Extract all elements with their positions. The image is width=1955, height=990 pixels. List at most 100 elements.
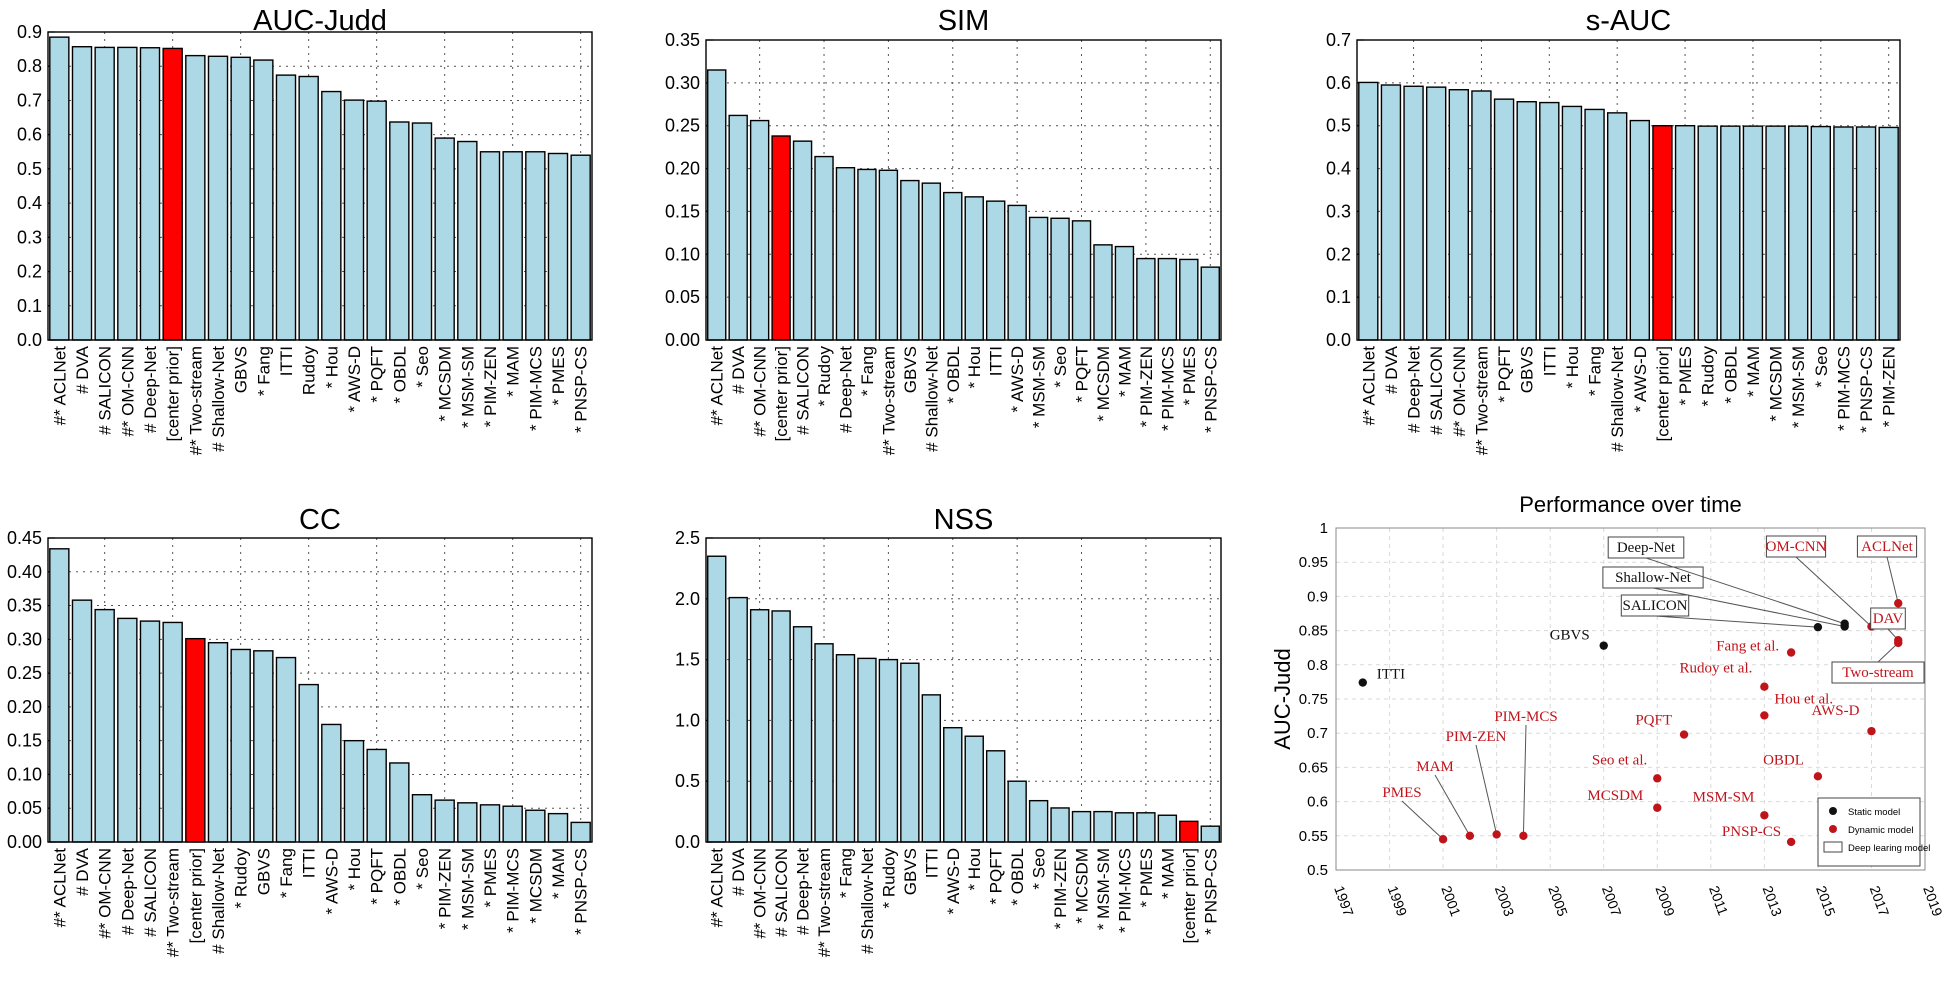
- category-label: * Hou: [322, 346, 341, 389]
- y-tick-label: 0.1: [1326, 287, 1351, 307]
- category-label: #* Two-stream: [879, 346, 898, 455]
- bar: [321, 723, 342, 843]
- category-label: # Shallow-Net: [922, 346, 941, 452]
- category-label: * Hou: [345, 848, 364, 891]
- bar: [1200, 825, 1220, 843]
- bar: [1114, 812, 1135, 843]
- bar: [117, 617, 138, 843]
- y-tick-label: 0.05: [7, 798, 42, 818]
- bar: [185, 637, 206, 843]
- category-label: [center prior]: [772, 346, 791, 441]
- point-label: ACLNet: [1861, 539, 1913, 555]
- y-tick-label: 0.0: [1326, 330, 1351, 350]
- y-tick-label: 0.65: [1299, 759, 1328, 776]
- label-leader-line: [1401, 800, 1444, 840]
- x-tick-label: 2017: [1867, 884, 1893, 919]
- bar: [117, 46, 138, 341]
- bar: [366, 748, 387, 843]
- category-label: * OBDL: [944, 346, 963, 404]
- bar: [1561, 105, 1583, 341]
- category-label: * AWS-D: [944, 848, 963, 914]
- bar: [1448, 89, 1470, 341]
- y-tick-label: 0.00: [7, 832, 42, 852]
- bar: [1584, 108, 1605, 341]
- legend-marker-box: [1823, 841, 1843, 853]
- y-tick-label: 2.5: [675, 528, 700, 548]
- category-label: #* OM-CNN: [96, 848, 115, 939]
- point-label: Rudoy et al.: [1679, 661, 1752, 677]
- category-label: # DVA: [73, 345, 92, 394]
- y-tick-label: 0.20: [665, 159, 700, 179]
- point-label: Deep-Net: [1617, 540, 1676, 556]
- category-label: ITTI: [300, 848, 319, 878]
- y-tick-label: 0.6: [17, 125, 42, 145]
- category-label: * Fang: [836, 848, 855, 898]
- y-tick-label: 0.15: [665, 201, 700, 221]
- category-label: * OBDL: [1721, 346, 1740, 404]
- category-label: * PIM-ZEN: [1137, 346, 1156, 427]
- category-label: #* OM-CNN: [1450, 346, 1469, 437]
- y-tick-label: 0.40: [7, 562, 42, 582]
- category-label: * Seo: [1030, 848, 1049, 890]
- data-point: [1519, 831, 1528, 840]
- bar: [162, 47, 183, 341]
- y-tick-label: 1.0: [675, 710, 700, 730]
- chart-cc: CC 0.00 0.05 0.10 0.15 0.20 0.25 0.30 0.35 0.40 0.…: [7, 504, 593, 957]
- category-label: * PMES: [1180, 346, 1199, 406]
- bar: [411, 122, 433, 341]
- category-label: * PIM-ZEN: [481, 346, 500, 427]
- category-label: * PQFT: [1495, 346, 1514, 403]
- point-label: AWS-D: [1811, 703, 1859, 719]
- y-tick-label: 0.75: [1299, 691, 1328, 708]
- bar: [1493, 98, 1515, 341]
- category-label: * MSM-SM: [458, 346, 477, 428]
- category-label: # Deep-Net: [836, 346, 855, 433]
- category-label: # SALICON: [794, 346, 813, 435]
- x-tick-label: 2009: [1652, 884, 1678, 919]
- data-point: [1599, 641, 1608, 650]
- category-label: GBVS: [901, 848, 920, 895]
- plot-frame: [1335, 527, 1926, 871]
- plot-frame: [47, 537, 593, 843]
- chart-title: s-AUC: [1586, 5, 1671, 37]
- data-point: [1653, 774, 1662, 783]
- y-tick-label: 0.15: [7, 731, 42, 751]
- legend-label: Static model: [1848, 807, 1900, 818]
- chart-performance-over-time: Performance over time AUC-Judd 1997 1999 200…: [1270, 492, 1946, 918]
- data-point: [1813, 622, 1823, 632]
- category-label: * PNSP-CS: [572, 848, 591, 935]
- data-point: [1786, 837, 1796, 847]
- category-label: #* ACLNet: [708, 848, 727, 928]
- bar: [502, 151, 523, 341]
- category-label: #* ACLNet: [708, 346, 727, 426]
- category-label: * Fang: [1586, 346, 1605, 396]
- plot-frame: [705, 39, 1222, 341]
- category-label: * OBDL: [390, 346, 409, 404]
- point-label: PIM-MCS: [1494, 709, 1557, 725]
- category-label: * MCSDM: [436, 346, 455, 422]
- bar: [389, 121, 410, 341]
- bar: [707, 69, 727, 341]
- bar: [1674, 125, 1696, 341]
- y-tick-label: 0.10: [7, 764, 42, 784]
- legend-marker-dot: [1829, 807, 1837, 815]
- bar: [457, 140, 478, 341]
- bar: [570, 154, 591, 341]
- category-label: * AWS-D: [322, 848, 341, 914]
- y-tick-label: 2.0: [675, 589, 700, 609]
- category-label: * Hou: [965, 848, 984, 891]
- y-tick-label: 0.5: [17, 159, 42, 179]
- category-label: * MSM-SM: [458, 848, 477, 930]
- point-label: OBDL: [1763, 752, 1804, 768]
- bar: [479, 804, 501, 843]
- category-label: # SALICON: [96, 346, 115, 435]
- y-tick-label: 0.4: [17, 193, 42, 213]
- category-label: * MCSDM: [1767, 346, 1786, 422]
- point-label: Shallow-Net: [1615, 570, 1692, 586]
- category-label: * MAM: [1744, 346, 1763, 397]
- x-tick-label: 2019: [1920, 884, 1946, 919]
- y-tick-label: 0.20: [7, 697, 42, 717]
- category-label: * MCSDM: [1073, 848, 1092, 924]
- category-label: # Deep-Net: [794, 848, 813, 935]
- y-tick-label: 0.3: [1326, 201, 1351, 221]
